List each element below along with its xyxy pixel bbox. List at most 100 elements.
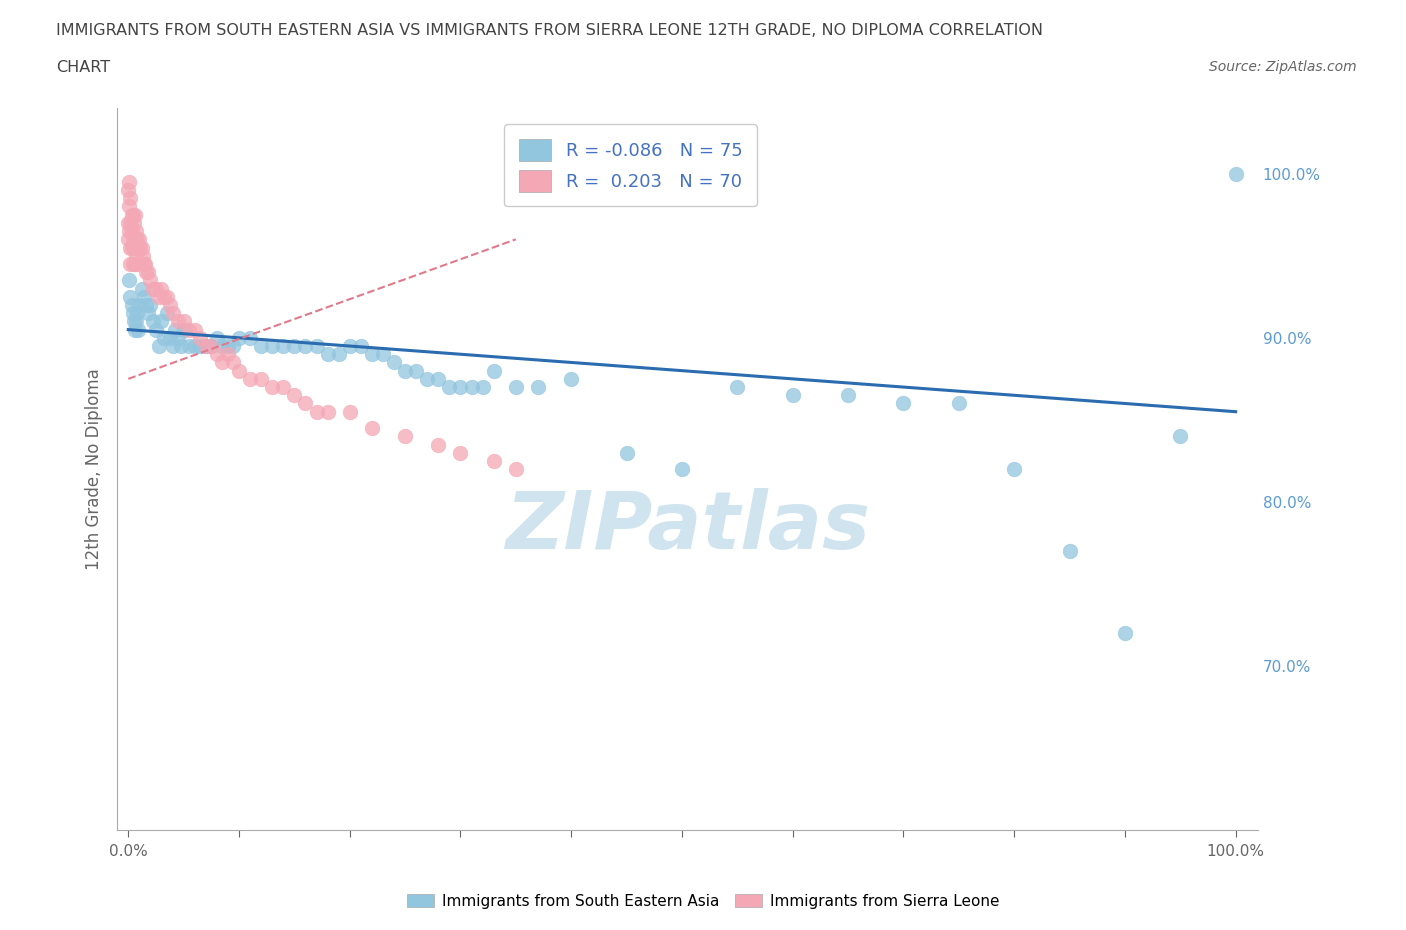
Point — [316, 405, 339, 419]
Point — [121, 240, 143, 255]
Point — [271, 379, 294, 394]
Point — [725, 379, 748, 394]
Point — [217, 347, 239, 362]
Point — [127, 322, 149, 337]
Point — [128, 232, 150, 246]
Point — [1114, 626, 1136, 641]
Point — [127, 232, 149, 246]
Point — [145, 281, 167, 296]
Point — [135, 298, 157, 312]
Point — [671, 461, 693, 476]
Text: IMMIGRANTS FROM SOUTH EASTERN ASIA VS IMMIGRANTS FROM SIERRA LEONE 12TH GRADE, N: IMMIGRANTS FROM SOUTH EASTERN ASIA VS IM… — [56, 23, 1043, 38]
Point — [222, 355, 245, 370]
Point — [127, 240, 149, 255]
Point — [120, 257, 142, 272]
Point — [228, 330, 250, 345]
Point — [394, 364, 416, 379]
Point — [159, 330, 181, 345]
Point — [122, 314, 145, 329]
Point — [283, 388, 305, 403]
Point — [124, 232, 146, 246]
Text: Source: ZipAtlas.com: Source: ZipAtlas.com — [1209, 60, 1357, 74]
Point — [117, 182, 139, 197]
Point — [127, 306, 149, 321]
Point — [211, 355, 233, 370]
Point — [125, 224, 148, 239]
Point — [394, 429, 416, 444]
Point — [139, 298, 162, 312]
Point — [294, 339, 316, 353]
Point — [148, 289, 170, 304]
Point — [222, 339, 245, 353]
Point — [200, 339, 222, 353]
Point — [162, 339, 184, 353]
Point — [156, 289, 179, 304]
Text: ZIPatlas: ZIPatlas — [505, 488, 870, 566]
Point — [117, 232, 139, 246]
Point — [150, 281, 173, 296]
Point — [205, 330, 228, 345]
Point — [316, 347, 339, 362]
Legend: Immigrants from South Eastern Asia, Immigrants from Sierra Leone: Immigrants from South Eastern Asia, Immi… — [401, 887, 1005, 915]
Point — [118, 272, 141, 287]
Point — [948, 396, 970, 411]
Point — [328, 347, 350, 362]
Point — [250, 339, 273, 353]
Point — [339, 339, 361, 353]
Point — [152, 330, 174, 345]
Point — [120, 289, 142, 304]
Point — [128, 298, 150, 312]
Point — [371, 347, 394, 362]
Point — [427, 437, 450, 452]
Point — [527, 379, 550, 394]
Point — [350, 339, 373, 353]
Y-axis label: 12th Grade, No Diploma: 12th Grade, No Diploma — [86, 368, 103, 570]
Point — [339, 405, 361, 419]
Point — [120, 216, 142, 231]
Point — [560, 371, 582, 386]
Point — [450, 445, 472, 460]
Point — [405, 364, 427, 379]
Point — [121, 257, 143, 272]
Point — [142, 314, 165, 329]
Point — [262, 379, 284, 394]
Point — [131, 248, 153, 263]
Point — [127, 257, 149, 272]
Legend: R = -0.086   N = 75, R =  0.203   N = 70: R = -0.086 N = 75, R = 0.203 N = 70 — [505, 125, 756, 206]
Point — [118, 224, 141, 239]
Point — [121, 232, 143, 246]
Point — [173, 322, 195, 337]
Point — [250, 371, 273, 386]
Point — [162, 306, 184, 321]
Point — [1059, 544, 1081, 559]
Point — [129, 240, 152, 255]
Point — [136, 306, 159, 321]
Point — [121, 207, 143, 222]
Point — [271, 339, 294, 353]
Point — [139, 272, 162, 287]
Point — [262, 339, 284, 353]
Point — [211, 339, 233, 353]
Point — [136, 265, 159, 280]
Point — [194, 339, 217, 353]
Point — [117, 216, 139, 231]
Point — [616, 445, 638, 460]
Point — [121, 298, 143, 312]
Point — [118, 199, 141, 214]
Point — [121, 224, 143, 239]
Point — [131, 281, 153, 296]
Point — [305, 339, 328, 353]
Text: CHART: CHART — [56, 60, 110, 75]
Point — [439, 379, 461, 394]
Point — [118, 175, 141, 190]
Point — [179, 322, 201, 337]
Point — [170, 339, 193, 353]
Point — [148, 339, 170, 353]
Point — [1225, 166, 1247, 181]
Point — [122, 216, 145, 231]
Point — [228, 364, 250, 379]
Point — [122, 240, 145, 255]
Point — [416, 371, 439, 386]
Point — [837, 388, 859, 403]
Point — [482, 454, 505, 469]
